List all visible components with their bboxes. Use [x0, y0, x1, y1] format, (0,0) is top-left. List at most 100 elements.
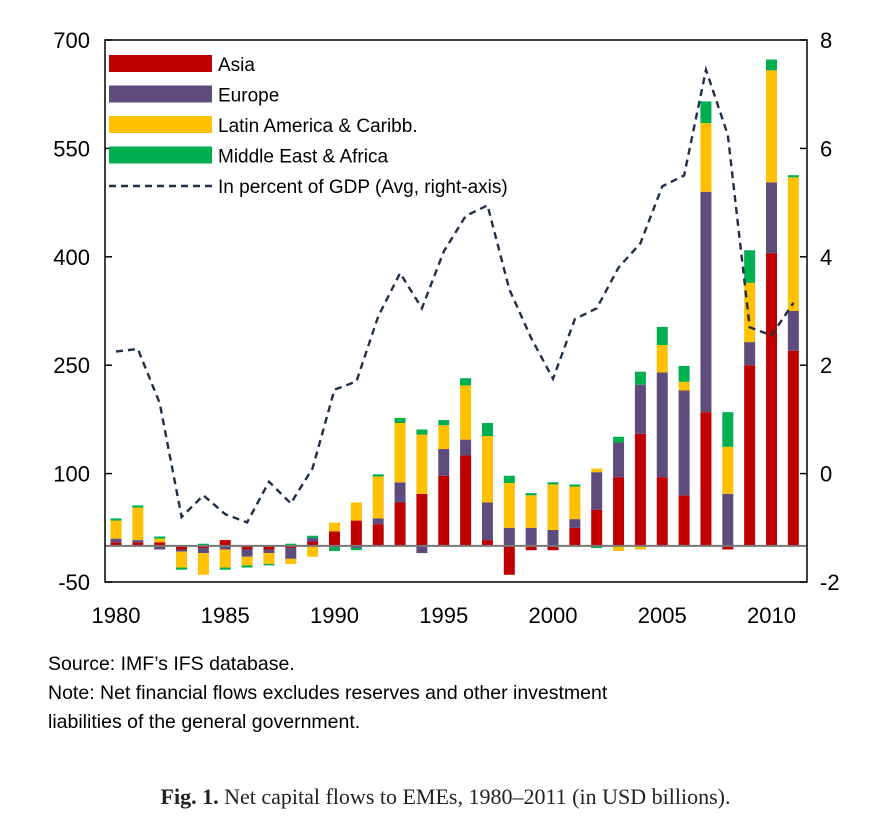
chart-notes: Source: IMF’s IFS database. Note: Net fi…: [48, 650, 607, 737]
right-tick-label: 2: [820, 353, 832, 378]
x-tick-label: 2005: [638, 603, 687, 628]
bar-middle-east-africa-2005: [656, 326, 668, 345]
legend-label: In percent of GDP (Avg, right-axis): [218, 177, 508, 198]
bar-middle-east-africa-2004: [634, 371, 646, 385]
bar-latin-america-caribb--1981: [132, 507, 144, 541]
bar-middle-east-africa-2002: [591, 545, 603, 549]
bar-europe-2000: [547, 529, 559, 546]
bar-middle-east-africa-1985: [219, 567, 231, 570]
caption-label: Fig. 1.: [160, 784, 219, 809]
bar-europe-2002: [591, 472, 603, 510]
right-tick-label: 0: [820, 462, 832, 487]
bar-middle-east-africa-2010: [766, 59, 777, 71]
bar-middle-east-africa-1996: [460, 378, 472, 386]
note-line-2: liabilities of the general government.: [48, 711, 361, 733]
bars-layer: [110, 59, 799, 575]
bar-latin-america-caribb--1997: [481, 436, 493, 503]
bar-europe-2005: [656, 372, 668, 478]
right-tick-label: 6: [820, 136, 832, 161]
bar-latin-america-caribb--1999: [525, 495, 537, 528]
bar-asia-2004: [634, 433, 646, 546]
bar-asia-2011: [787, 350, 799, 546]
bar-europe-1993: [394, 482, 406, 503]
bar-europe-1998: [503, 527, 515, 546]
bar-latin-america-caribb--1993: [394, 423, 406, 483]
legend-swatch: [109, 55, 212, 72]
bar-asia-2006: [678, 495, 690, 546]
bar-asia-1998: [503, 545, 515, 575]
figure-caption: Fig. 1. Net capital flows to EMEs, 1980–…: [0, 784, 891, 810]
bar-europe-1992: [372, 518, 384, 525]
x-axis: 1980 1985 1990 1995 2000 2005 2010: [92, 603, 796, 628]
x-tick-label: 1995: [419, 603, 468, 628]
bar-latin-america-caribb--2010: [766, 70, 777, 183]
caption-text: Net capital flows to EMEs, 1980–2011 (in…: [218, 784, 731, 809]
bar-asia-1997: [481, 540, 493, 546]
bar-europe-1983: [176, 549, 188, 552]
x-tick-label: 1985: [201, 603, 250, 628]
bar-middle-east-africa-1999: [525, 493, 537, 496]
bar-asia-1989: [307, 541, 319, 546]
bar-middle-east-africa-1983: [176, 567, 188, 570]
bar-asia-1999: [525, 545, 537, 551]
bar-asia-2009: [744, 365, 756, 546]
legend: Asia Europe Latin America & Caribb. Middle …: [109, 55, 508, 198]
bar-europe-1985: [219, 545, 231, 550]
bar-asia-1985: [219, 540, 231, 546]
left-tick-label: 550: [53, 136, 90, 161]
bar-middle-east-africa-1989: [307, 535, 319, 538]
bar-middle-east-africa-1984: [197, 543, 209, 546]
bar-asia-2000: [547, 545, 559, 551]
plot-frame: [104, 39, 808, 583]
bar-asia-1993: [394, 502, 406, 546]
bar-latin-america-caribb--2009: [744, 282, 756, 343]
bar-middle-east-africa-2008: [722, 412, 734, 447]
bar-asia-2001: [569, 527, 581, 546]
bar-latin-america-caribb--1991: [350, 502, 362, 521]
bar-latin-america-caribb--1985: [219, 549, 231, 568]
bar-middle-east-africa-1998: [503, 475, 515, 483]
left-tick-label: -50: [58, 570, 90, 595]
bar-latin-america-caribb--1994: [416, 434, 428, 494]
bar-asia-1991: [350, 520, 362, 546]
bar-middle-east-africa-1990: [329, 547, 340, 551]
bar-latin-america-caribb--1986: [241, 556, 253, 566]
gdp-line: [115, 65, 795, 524]
legend-label: Europe: [218, 86, 279, 107]
bar-middle-east-africa-1992: [372, 474, 384, 477]
left-tick-label: 100: [53, 462, 90, 487]
bar-middle-east-africa-1982: [154, 536, 166, 539]
bar-middle-east-africa-2000: [547, 482, 559, 485]
bar-asia-1984: [197, 545, 209, 549]
bar-latin-america-caribb--1990: [329, 522, 340, 532]
bar-europe-2003: [613, 442, 625, 478]
right-tick-label: 8: [820, 28, 832, 53]
bar-middle-east-africa-2006: [678, 365, 690, 382]
legend-label: Latin America & Caribb.: [218, 116, 418, 137]
bar-middle-east-africa-1997: [481, 423, 493, 437]
bar-middle-east-africa-1987: [263, 563, 275, 566]
right-axis: 8 6 4 2 0 -2: [800, 28, 840, 595]
bar-asia-1982: [154, 542, 166, 546]
bar-middle-east-africa-1981: [132, 505, 144, 508]
legend-label: Middle East & Africa: [218, 147, 388, 168]
bar-europe-2001: [569, 519, 581, 528]
bar-middle-east-africa-1995: [438, 420, 450, 426]
bar-asia-1987: [263, 545, 275, 550]
legend-swatch: [109, 116, 212, 133]
right-tick-label: -2: [820, 570, 840, 595]
bar-latin-america-caribb--1988: [285, 558, 297, 564]
bar-middle-east-africa-1980: [110, 518, 122, 521]
bar-europe-2009: [744, 342, 756, 366]
legend-swatch: [109, 146, 212, 164]
bar-middle-east-africa-2007: [700, 101, 712, 124]
bar-europe-1988: [285, 548, 297, 559]
bar-asia-1988: [285, 545, 297, 549]
legend-label: Asia: [218, 55, 255, 76]
x-tick-label: 2000: [529, 603, 578, 628]
bar-latin-america-caribb--2000: [547, 484, 559, 530]
bar-latin-america-caribb--2001: [569, 486, 581, 520]
bar-asia-1995: [438, 475, 450, 546]
bar-asia-1996: [460, 455, 472, 546]
